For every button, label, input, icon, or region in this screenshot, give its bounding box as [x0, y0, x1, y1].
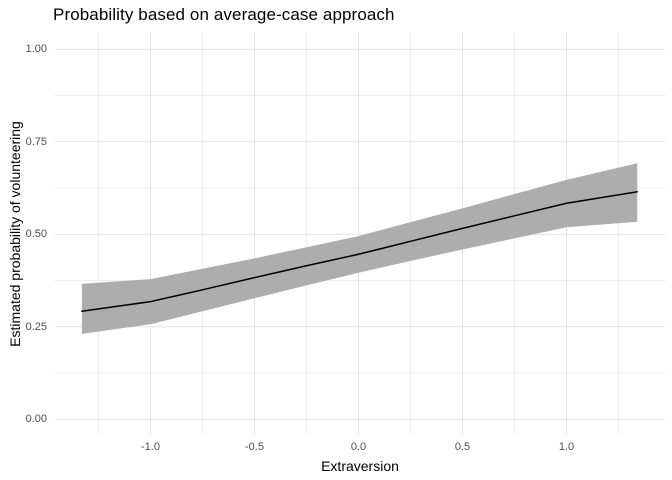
- x-tick-label: 0.0: [350, 441, 367, 453]
- y-tick-label: 0.75: [25, 135, 47, 148]
- x-tick-label: -0.5: [245, 441, 264, 453]
- x-tick-label: -1.0: [141, 441, 160, 453]
- x-tick-label: 0.5: [454, 441, 471, 453]
- regression-line: [81, 191, 638, 313]
- y-axis-title: Estimated probability of volunteering: [7, 121, 23, 347]
- chart-title: Probability based on average-case approa…: [53, 5, 395, 24]
- y-tick-label: 1.00: [25, 43, 47, 56]
- y-tick-label: 0.00: [25, 413, 47, 426]
- x-axis-title: Extraversion: [321, 458, 399, 474]
- y-tick-label: 0.50: [25, 228, 47, 241]
- y-tick-label: 0.25: [25, 320, 47, 333]
- x-tick-label: 1.0: [558, 441, 575, 453]
- confidence-ribbon: [81, 163, 638, 334]
